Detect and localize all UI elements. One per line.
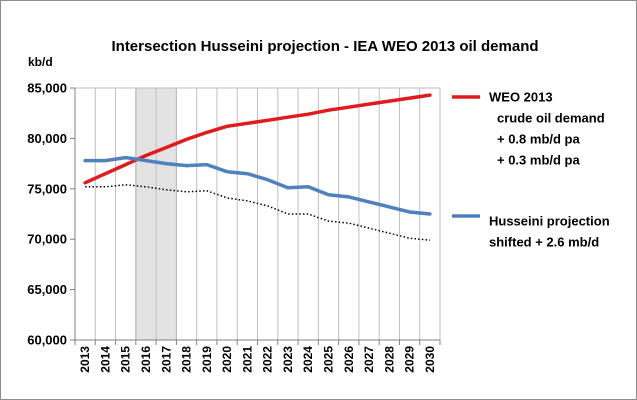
legend: WEO 2013 crude oil demand + 0.8 mb/d pa + 0… [452, 90, 610, 250]
y-tick-label: 65,000 [27, 282, 67, 297]
x-tick-label: 2025 [321, 346, 335, 373]
x-tick-label: 2022 [261, 346, 275, 373]
x-tick-label: 2019 [200, 346, 214, 373]
y-tick-label: 70,000 [27, 232, 67, 247]
y-tick-label: 75,000 [27, 181, 67, 196]
series-line-husseini-projection [83, 155, 432, 216]
legend-label-husseini-projection: shifted + 2.6 mb/d [489, 235, 599, 250]
legend-label-weo-2013: WEO 2013 [489, 90, 553, 105]
x-tick-label: 2018 [180, 346, 194, 373]
x-tick-label: 2028 [382, 346, 396, 373]
legend-label-weo-2013: crude oil demand [497, 111, 605, 126]
x-tick-label: 2021 [240, 346, 254, 373]
x-tick-label: 2017 [159, 346, 173, 373]
x-tick-label: 2014 [98, 346, 112, 373]
y-axis-unit-label: kb/d [28, 55, 53, 69]
x-tick-label: 2030 [423, 346, 437, 373]
x-tick-label: 2023 [281, 346, 295, 373]
series-line-dotted [85, 184, 430, 241]
x-tick-label: 2029 [403, 346, 417, 373]
x-tick-label: 2020 [220, 346, 234, 373]
x-tick-label: 2026 [342, 346, 356, 373]
x-tick-label: 2013 [78, 346, 92, 373]
legend-label-weo-2013: + 0.8 mb/d pa [497, 132, 580, 147]
y-tick-label: 80,000 [27, 131, 67, 146]
x-tick-label: 2027 [362, 346, 376, 373]
x-tick-label: 2024 [301, 346, 315, 373]
series-line-weo-2013 [83, 93, 432, 185]
plot-area: 60,000 65,000 70,000 75,000 80,000 85,000 2013… [27, 81, 441, 373]
y-tick-label: 85,000 [27, 81, 67, 96]
legend-label-weo-2013: + 0.3 mb/d pa [497, 153, 580, 168]
chart-title: Intersection Husseini projection - IEA W… [111, 38, 538, 55]
x-tick-label: 2016 [139, 346, 153, 373]
legend-label-husseini-projection: Husseini projection [489, 214, 610, 229]
y-tick-label: 60,000 [27, 333, 67, 348]
x-tick-label: 2015 [119, 346, 133, 373]
